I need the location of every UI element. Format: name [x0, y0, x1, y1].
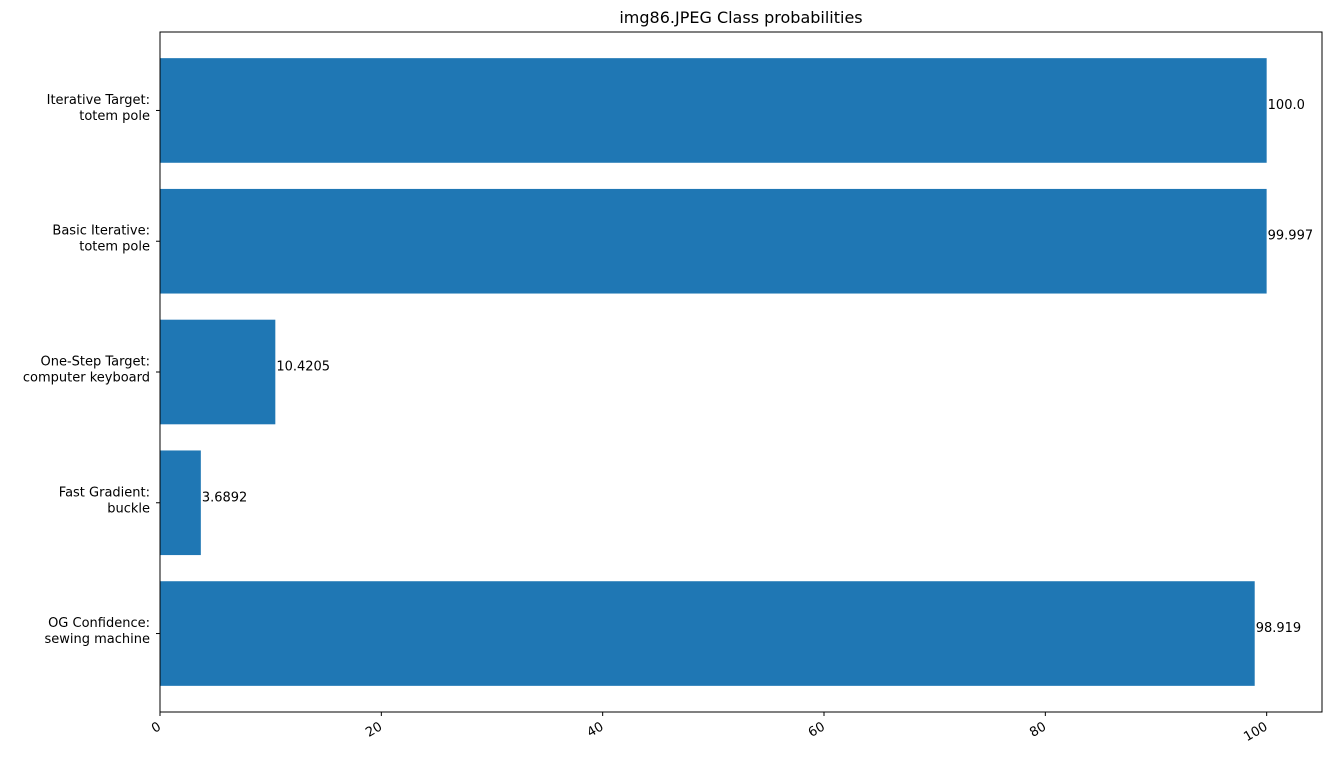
y-tick-label: OG Confidence: sewing machine [44, 616, 150, 647]
bar [160, 581, 1255, 686]
y-tick-label: One-Step Target: computer keyboard [23, 355, 150, 386]
y-tick-label: Iterative Target: totem pole [47, 93, 150, 124]
bar [160, 58, 1267, 163]
bar-value-label: 98.919 [1256, 621, 1302, 636]
bar-value-label: 10.4205 [276, 360, 330, 375]
bar [160, 450, 201, 556]
bar [160, 188, 1267, 294]
x-tick-label: 80 [1027, 720, 1049, 741]
x-tick-label: 0 [149, 720, 164, 737]
bar [160, 319, 276, 425]
plot-frame [159, 31, 1323, 713]
bar-value-label: 3.6892 [202, 490, 248, 505]
value-labels-group: 98.919 3.6892 10.4205 99.997 100.0 [202, 98, 1313, 636]
y-tick-label: Basic Iterative: totem pole [52, 224, 150, 255]
x-tick-label: 40 [585, 720, 607, 741]
x-tick-label: 60 [806, 720, 828, 741]
chart-title: img86.JPEG Class probabilities [619, 8, 862, 27]
x-tick-label: 20 [363, 720, 385, 741]
x-axis: 0 20 40 60 80 100 [149, 712, 1270, 745]
bars-group [160, 58, 1267, 686]
bar-value-label: 99.997 [1268, 229, 1314, 244]
bar-value-label: 100.0 [1268, 98, 1305, 113]
x-tick-label: 100 [1241, 720, 1270, 745]
y-tick-label: Fast Gradient: buckle [59, 485, 150, 516]
y-axis: OG Confidence: sewing machine Fast Gradien… [23, 93, 160, 647]
